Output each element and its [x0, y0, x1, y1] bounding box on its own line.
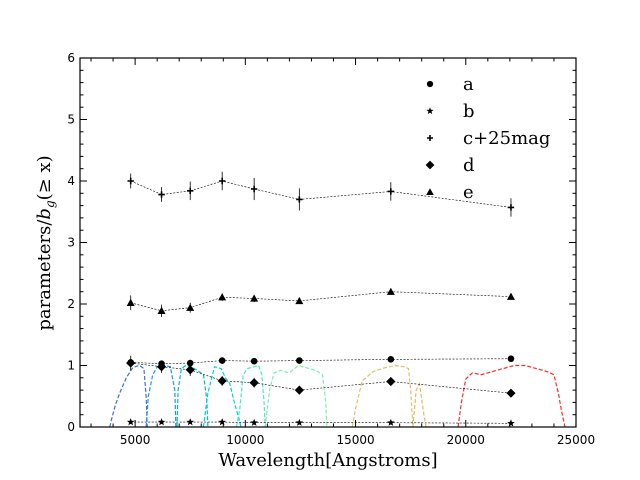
data-point — [158, 191, 165, 198]
data-point — [250, 418, 258, 426]
legend-item-a: a — [426, 74, 474, 95]
data-point — [126, 358, 136, 368]
x-tick-label: 25000 — [557, 433, 595, 447]
filter-6-curve — [264, 364, 328, 428]
y-tick-label: 2 — [67, 297, 75, 311]
data-point — [296, 357, 303, 364]
data-point — [250, 357, 258, 365]
legend-marker — [426, 80, 434, 88]
data-point — [185, 365, 195, 375]
data-point — [386, 287, 395, 295]
data-point — [386, 376, 396, 387]
y-tick-label: 5 — [67, 113, 75, 127]
data-point — [127, 177, 134, 185]
series-line-c+25mag — [130, 180, 512, 208]
legend-marker — [426, 188, 434, 196]
data-point — [507, 204, 515, 211]
legend-label: a — [463, 74, 474, 95]
legend-marker — [425, 160, 435, 170]
series-line-e — [130, 291, 511, 312]
data-point — [507, 419, 515, 427]
data-point — [506, 292, 515, 300]
legend-item-c+25mag: c+25mag — [426, 128, 550, 149]
data-point — [218, 418, 226, 426]
y-axis-label-tail: (≥ x) — [34, 155, 55, 200]
series-line-a — [130, 358, 511, 364]
data-point — [387, 418, 395, 426]
axis-ticks — [80, 57, 577, 428]
data-point — [295, 296, 304, 305]
data-point — [186, 418, 195, 426]
legend-label: e — [463, 182, 474, 203]
data-point — [126, 298, 135, 306]
y-axis-label-sub: g — [43, 200, 57, 208]
series-d — [126, 355, 516, 398]
x-tick-label: 5000 — [120, 433, 151, 447]
series-line-b — [130, 421, 511, 424]
data-point — [187, 187, 194, 195]
legend-item-e: e — [426, 182, 474, 203]
data-point — [296, 196, 303, 203]
data-point — [387, 188, 395, 195]
data-series — [126, 171, 516, 427]
legend-label: b — [463, 101, 475, 122]
data-point — [156, 362, 167, 372]
x-axis-label: Wavelength[Angstroms] — [218, 450, 437, 471]
series-b — [126, 418, 515, 427]
data-point — [250, 185, 258, 193]
data-point — [217, 376, 227, 386]
legend-label: c+25mag — [463, 128, 550, 149]
data-point — [295, 418, 304, 426]
series-e — [126, 287, 515, 317]
x-tick-label: 20000 — [447, 433, 485, 447]
data-point — [249, 378, 259, 388]
y-tick-labels: 0 1 2 3 4 5 6 — [67, 51, 75, 434]
legend-item-b: b — [426, 101, 475, 122]
legend: ab c+25mag de — [425, 74, 550, 203]
x-tick-labels: 5000 10000 15000 20000 25000 — [120, 433, 595, 447]
filter-7-curve — [351, 364, 414, 428]
y-axis-label-main: parameters/ — [34, 219, 55, 331]
y-tick-label: 4 — [67, 174, 75, 188]
y-tick-label: 1 — [67, 359, 75, 373]
data-point — [186, 359, 194, 367]
filter-8-curve — [412, 382, 427, 428]
data-point — [387, 356, 395, 363]
x-tick-label: 15000 — [336, 433, 374, 447]
filter-curves — [109, 364, 566, 428]
series-c+25mag — [127, 171, 515, 217]
data-point — [506, 388, 516, 398]
legend-item-d: d — [425, 155, 475, 176]
filter-9-curve — [457, 364, 566, 428]
data-point — [218, 357, 226, 364]
series-line-d — [130, 362, 511, 394]
legend-label: d — [463, 155, 475, 176]
data-point — [126, 418, 135, 426]
filter-5-curve — [235, 364, 266, 428]
filter-1-curve — [109, 364, 148, 428]
data-point — [218, 293, 227, 301]
legend-marker — [426, 134, 434, 142]
y-axis-label: parameters/bg(≥ x) — [34, 155, 57, 330]
data-point — [507, 355, 515, 363]
data-point — [157, 418, 166, 426]
x-tick-label: 10000 — [226, 433, 264, 447]
data-point — [186, 303, 195, 311]
filter-2-curve — [145, 364, 177, 428]
y-axis-label-b: b — [34, 208, 55, 220]
data-point — [294, 385, 304, 395]
filter-4-curve — [202, 365, 242, 428]
filter-3-curve — [176, 364, 209, 428]
y-tick-label: 6 — [67, 51, 75, 65]
data-point — [250, 294, 259, 302]
y-tick-label: 0 — [67, 420, 75, 434]
data-point — [218, 177, 226, 185]
data-point — [157, 306, 166, 314]
y-tick-label: 3 — [67, 236, 75, 250]
legend-marker — [426, 107, 434, 115]
series-a — [127, 355, 515, 367]
